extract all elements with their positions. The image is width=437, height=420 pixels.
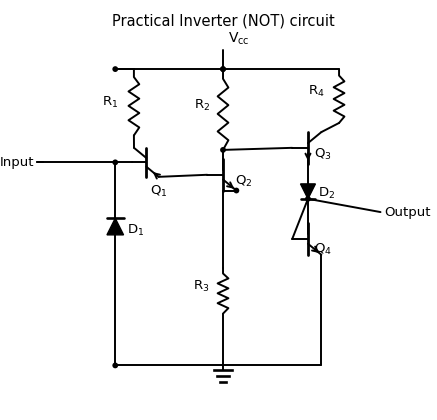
Text: Q$_4$: Q$_4$ <box>314 242 332 257</box>
Circle shape <box>220 147 226 153</box>
Text: R$_1$: R$_1$ <box>102 94 118 110</box>
Text: R$_4$: R$_4$ <box>308 84 325 100</box>
Text: V$_{\mathregular{cc}}$: V$_{\mathregular{cc}}$ <box>228 31 250 47</box>
Text: Q$_1$: Q$_1$ <box>150 184 168 200</box>
Text: Q$_2$: Q$_2$ <box>236 173 253 189</box>
Circle shape <box>233 188 239 194</box>
Circle shape <box>220 66 226 72</box>
Text: Output: Output <box>385 205 431 218</box>
Circle shape <box>112 66 118 72</box>
Text: Input: Input <box>0 156 35 169</box>
Circle shape <box>112 160 118 165</box>
Text: Q$_3$: Q$_3$ <box>314 147 332 162</box>
Circle shape <box>305 196 311 202</box>
Text: R$_2$: R$_2$ <box>194 98 210 113</box>
Text: R$_3$: R$_3$ <box>193 279 210 294</box>
Text: D$_1$: D$_1$ <box>127 223 144 238</box>
Text: D$_2$: D$_2$ <box>318 186 336 201</box>
Polygon shape <box>107 218 124 235</box>
Circle shape <box>220 66 226 72</box>
Polygon shape <box>301 184 316 199</box>
Text: Practical Inverter (NOT) circuit: Practical Inverter (NOT) circuit <box>111 14 334 29</box>
Circle shape <box>112 362 118 368</box>
